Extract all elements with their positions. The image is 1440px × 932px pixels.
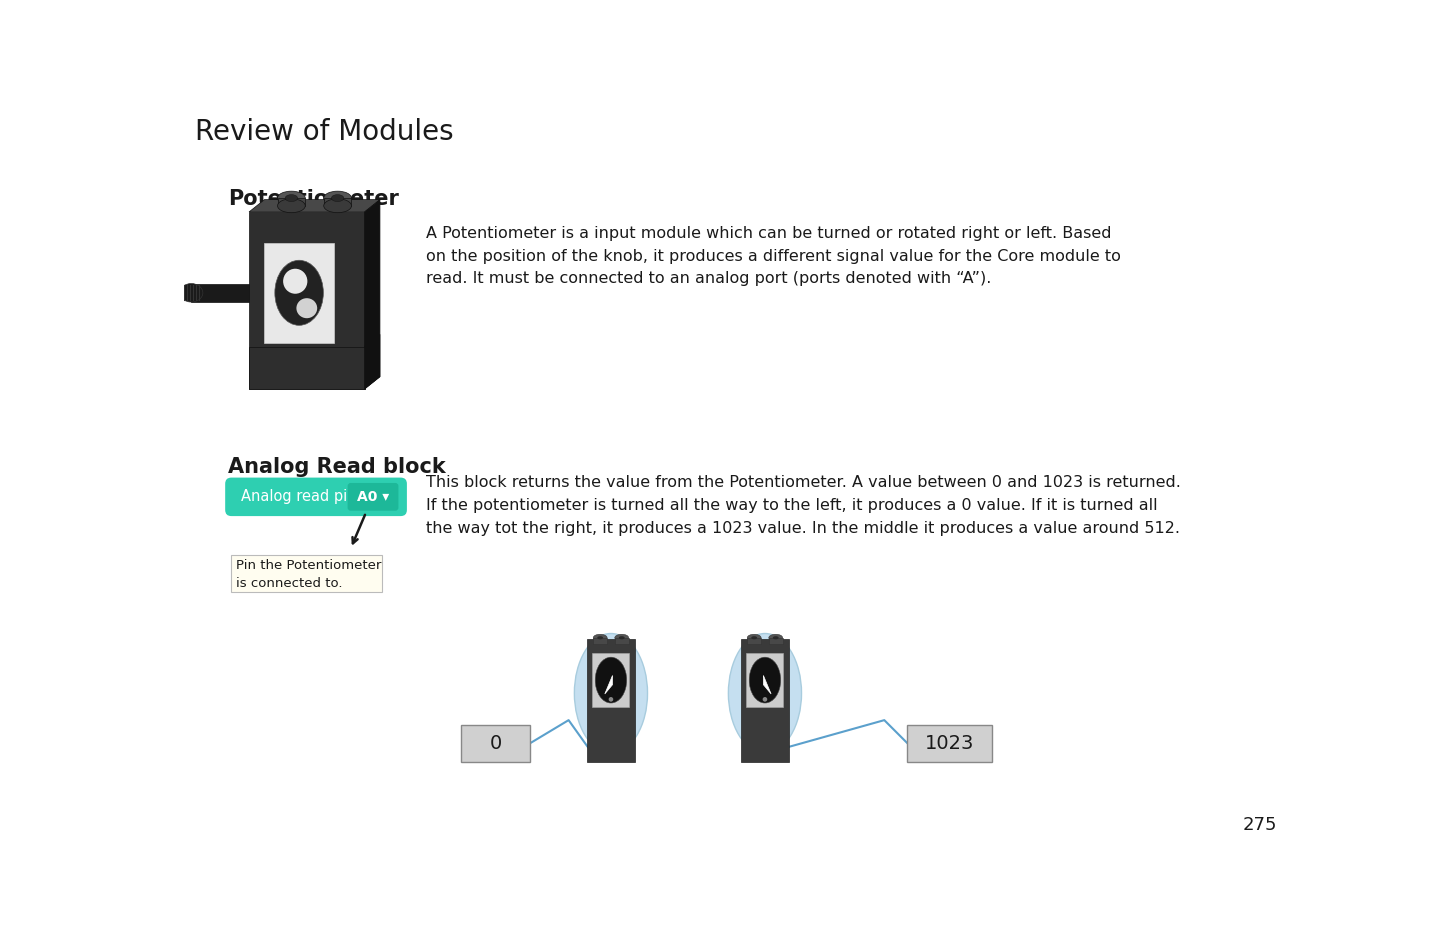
- Text: 275: 275: [1243, 816, 1277, 834]
- Polygon shape: [605, 676, 612, 694]
- FancyBboxPatch shape: [265, 242, 334, 343]
- Polygon shape: [249, 199, 380, 212]
- Text: 1023: 1023: [924, 733, 975, 753]
- Ellipse shape: [285, 195, 298, 201]
- Text: A0 ▾: A0 ▾: [357, 490, 389, 504]
- Polygon shape: [249, 347, 364, 389]
- Ellipse shape: [593, 635, 608, 641]
- Ellipse shape: [595, 657, 626, 703]
- FancyBboxPatch shape: [225, 477, 408, 516]
- Polygon shape: [593, 637, 608, 644]
- Ellipse shape: [331, 195, 344, 201]
- Ellipse shape: [747, 635, 762, 641]
- Ellipse shape: [619, 637, 625, 639]
- Polygon shape: [615, 637, 629, 644]
- Circle shape: [763, 697, 768, 702]
- Polygon shape: [324, 199, 351, 206]
- Ellipse shape: [729, 634, 802, 753]
- Ellipse shape: [284, 268, 307, 294]
- Polygon shape: [364, 199, 380, 389]
- FancyBboxPatch shape: [230, 555, 382, 593]
- Polygon shape: [769, 637, 783, 644]
- Text: A Potentiometer is a input module which can be turned or rotated right or left. : A Potentiometer is a input module which …: [426, 226, 1120, 286]
- Text: Analog Read block: Analog Read block: [229, 457, 446, 477]
- FancyBboxPatch shape: [347, 483, 399, 511]
- Ellipse shape: [324, 191, 351, 205]
- FancyBboxPatch shape: [746, 653, 783, 707]
- Text: Review of Modules: Review of Modules: [196, 118, 454, 146]
- FancyBboxPatch shape: [461, 725, 530, 761]
- Polygon shape: [192, 283, 249, 302]
- Ellipse shape: [180, 283, 203, 302]
- Polygon shape: [763, 676, 770, 694]
- Ellipse shape: [278, 191, 305, 205]
- FancyBboxPatch shape: [592, 653, 629, 707]
- Ellipse shape: [769, 635, 783, 641]
- Polygon shape: [278, 199, 305, 206]
- Ellipse shape: [275, 260, 324, 325]
- Ellipse shape: [749, 657, 780, 703]
- Circle shape: [609, 697, 613, 702]
- Text: This block returns the value from the Potentiometer. A value between 0 and 1023 : This block returns the value from the Po…: [426, 475, 1181, 536]
- Text: 0: 0: [490, 733, 501, 753]
- Ellipse shape: [297, 298, 317, 318]
- Polygon shape: [364, 335, 380, 389]
- Ellipse shape: [278, 199, 305, 212]
- Polygon shape: [742, 639, 789, 762]
- FancyBboxPatch shape: [907, 725, 992, 761]
- Ellipse shape: [615, 635, 629, 641]
- Ellipse shape: [773, 637, 779, 639]
- Polygon shape: [249, 212, 364, 389]
- Text: Potentiometer: Potentiometer: [229, 189, 399, 209]
- Ellipse shape: [575, 634, 648, 753]
- Polygon shape: [747, 637, 762, 644]
- Text: Pin the Potentiometer
is connected to.: Pin the Potentiometer is connected to.: [236, 559, 382, 590]
- Text: Analog read pin: Analog read pin: [240, 489, 356, 504]
- Ellipse shape: [324, 199, 351, 212]
- Ellipse shape: [598, 637, 603, 639]
- Ellipse shape: [752, 637, 757, 639]
- Polygon shape: [588, 639, 635, 762]
